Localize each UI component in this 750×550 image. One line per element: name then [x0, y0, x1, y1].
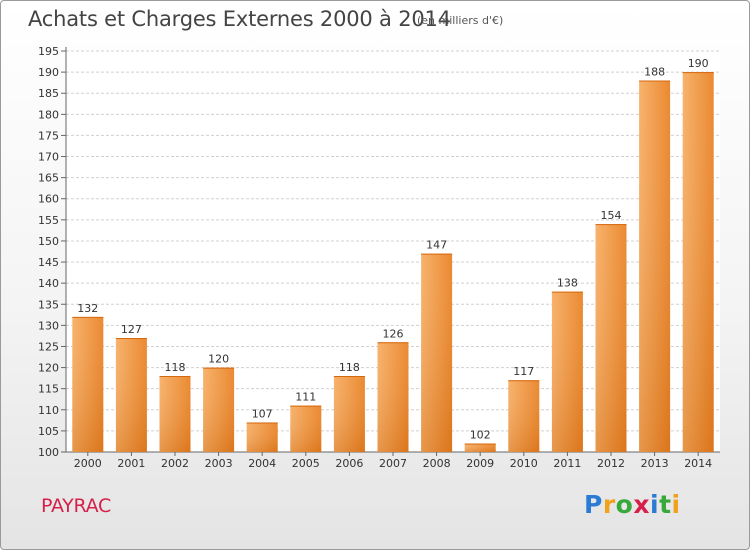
y-tick-label: 185 [38, 87, 59, 100]
logo-letter: r [602, 490, 616, 519]
x-tick-label: 2014 [684, 457, 712, 470]
data-label: 117 [513, 365, 534, 378]
y-tick-label: 115 [38, 383, 59, 396]
x-tick-label: 2007 [379, 457, 407, 470]
logo-letter: t [659, 490, 672, 519]
x-tick-label: 2000 [74, 457, 102, 470]
x-tick-label: 2002 [161, 457, 189, 470]
y-tick-label: 110 [38, 404, 59, 417]
chart-subtitle: (en milliers d'€) [417, 14, 504, 27]
data-label: 138 [557, 277, 578, 290]
y-tick-label: 170 [38, 151, 59, 164]
logo-letter: i [650, 490, 660, 519]
bar-shade [72, 316, 104, 452]
data-label: 107 [252, 407, 273, 420]
data-label: 120 [208, 353, 229, 366]
bar-shade [159, 376, 191, 452]
x-tick-label: 2012 [597, 457, 625, 470]
proxiti-logo: Proxiti [584, 490, 681, 519]
data-label: 118 [339, 361, 360, 374]
chart-title: Achats et Charges Externes 2000 à 2014 [28, 7, 451, 31]
x-tick-label: 2011 [553, 457, 581, 470]
y-tick-label: 150 [38, 235, 59, 248]
bar-shade [246, 422, 278, 452]
x-tick-label: 2009 [466, 457, 494, 470]
x-tick-label: 2013 [641, 457, 669, 470]
y-tick-label: 120 [38, 362, 59, 375]
place-name: PAYRAC [41, 495, 111, 517]
y-tick-label: 105 [38, 425, 59, 438]
y-tick-label: 125 [38, 340, 59, 353]
y-tick-label: 160 [38, 193, 59, 206]
x-tick-label: 2010 [510, 457, 538, 470]
data-label: 118 [165, 361, 186, 374]
x-tick-label: 2003 [205, 457, 233, 470]
data-label: 111 [295, 391, 316, 404]
y-tick-label: 135 [38, 298, 59, 311]
bar-shade [639, 80, 671, 453]
y-tick-label: 195 [38, 45, 59, 58]
logo-letter: o [615, 490, 634, 519]
data-label: 127 [121, 323, 142, 336]
x-tick-label: 2008 [423, 457, 451, 470]
data-label: 154 [601, 209, 622, 222]
y-tick-label: 180 [38, 108, 59, 121]
bar-shade [115, 338, 147, 452]
y-tick-label: 140 [38, 277, 59, 290]
bar-shade [421, 253, 453, 452]
data-label: 132 [77, 302, 98, 315]
x-tick-label: 2001 [117, 457, 145, 470]
x-tick-label: 2004 [248, 457, 276, 470]
y-tick-label: 190 [38, 66, 59, 79]
y-tick-label: 175 [38, 129, 59, 142]
data-label: 147 [426, 239, 447, 252]
y-tick-label: 130 [38, 319, 59, 332]
y-tick-label: 100 [38, 446, 59, 459]
bar-shade [203, 367, 235, 452]
bar-shade [290, 405, 322, 452]
logo-letter: P [584, 490, 603, 519]
bar-shade [333, 376, 365, 452]
bar-shade [464, 443, 496, 452]
bar-shade [377, 342, 409, 452]
bar-shade [508, 380, 540, 452]
bar-shade [595, 224, 627, 452]
x-tick-label: 2005 [292, 457, 320, 470]
bar-shade [682, 72, 714, 453]
bar-shade [551, 291, 583, 452]
data-label: 102 [470, 429, 491, 442]
data-label: 126 [383, 327, 404, 340]
data-label: 190 [688, 57, 709, 70]
y-tick-label: 155 [38, 214, 59, 227]
data-label: 188 [644, 66, 665, 79]
logo-letter: x [633, 490, 650, 519]
x-tick-label: 2006 [335, 457, 363, 470]
logo-letter: i [671, 490, 681, 519]
y-tick-label: 145 [38, 256, 59, 269]
y-tick-label: 165 [38, 172, 59, 185]
